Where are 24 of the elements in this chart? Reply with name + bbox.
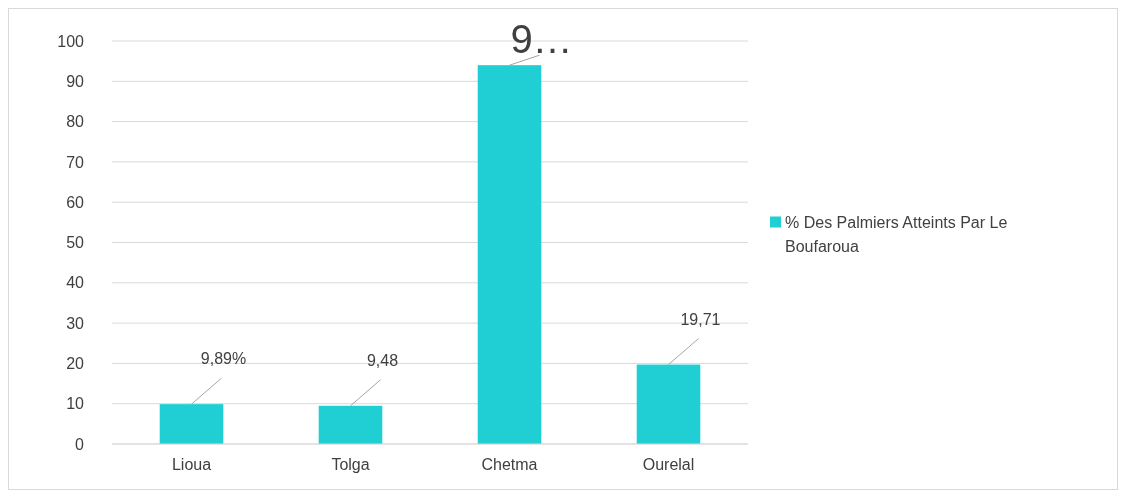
y-tick-label: 50 [66, 234, 85, 252]
x-tick-label: Tolga [331, 456, 370, 473]
y-tick-label: 20 [66, 355, 85, 372]
y-tick-label: 40 [66, 274, 85, 292]
y-tick-label: 80 [66, 113, 85, 131]
bar [636, 364, 701, 444]
y-tick-label: 70 [66, 153, 85, 171]
bar [318, 405, 383, 444]
data-label: 9… [510, 17, 573, 62]
y-tick-label: 10 [66, 395, 85, 413]
legend-label: % Des Palmiers Atteints Par Le Boufaroua [785, 214, 1008, 256]
x-tick-label: Ourelal [642, 456, 695, 473]
data-label: 9,48 [366, 351, 399, 369]
x-tick-label: Lioua [171, 456, 212, 473]
y-tick-label: 30 [66, 314, 85, 332]
bar [159, 404, 224, 444]
bar [477, 65, 542, 444]
data-label: 19,71 [680, 310, 721, 328]
data-label: 9,89% [200, 350, 247, 368]
y-tick-label: 60 [66, 193, 85, 211]
y-tick-label: 0 [75, 435, 85, 453]
y-tick-label: 100 [57, 32, 85, 50]
y-tick-label: 90 [66, 72, 85, 90]
x-tick-label: Chetma [481, 456, 538, 473]
